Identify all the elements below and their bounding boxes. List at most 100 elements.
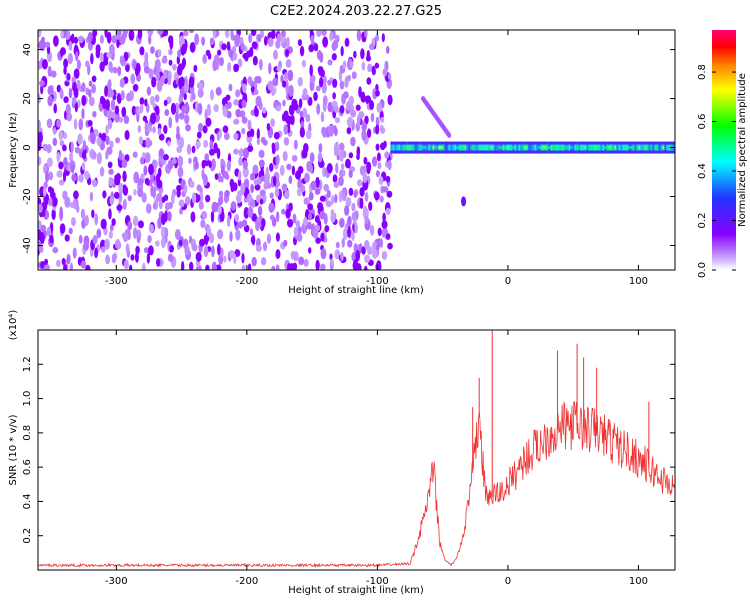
spectrogram-cell xyxy=(108,61,113,73)
spectrogram-cell xyxy=(361,121,367,132)
spectrogram-cell xyxy=(167,253,174,262)
spectrogram-cell xyxy=(91,83,96,94)
spectrogram-cell xyxy=(410,144,413,151)
spectrogram-cell xyxy=(376,102,383,113)
spectrogram-cell xyxy=(73,190,79,200)
spectrogram-cell xyxy=(104,238,110,250)
spectrogram-cell xyxy=(612,146,615,149)
spectrogram-cell xyxy=(172,63,177,71)
spectrogram-cell xyxy=(318,143,323,154)
spectrogram-cell xyxy=(64,196,71,208)
spectrogram-cell xyxy=(238,148,245,157)
spectrogram-cell xyxy=(366,162,371,175)
spectrogram-cell xyxy=(356,179,363,187)
spectrogram-cell xyxy=(500,146,503,149)
spectrogram-cell xyxy=(168,59,173,66)
spectrogram-cell xyxy=(51,208,56,221)
spectrogram-cell xyxy=(116,204,123,211)
spectrogram-cell xyxy=(78,174,84,183)
spectrogram-cell xyxy=(385,45,390,54)
spectrogram-cell xyxy=(163,124,168,134)
spectrogram-cell xyxy=(61,258,66,266)
spectrogram-cell xyxy=(275,264,280,270)
spectrogram-cell xyxy=(260,136,266,144)
spectrogram-cell xyxy=(234,213,240,223)
spectrogram-cell xyxy=(241,127,246,135)
spectrogram-cell xyxy=(322,75,327,85)
spectrogram-cell xyxy=(179,136,185,149)
spectrogram-cell xyxy=(143,247,150,254)
spectrogram-cell xyxy=(82,139,86,151)
spectrogram-cell xyxy=(640,144,643,151)
spectrogram-cell xyxy=(317,152,323,163)
spectrogram-cell xyxy=(524,146,527,149)
spectrogram-cell xyxy=(238,221,244,229)
spectrogram-cell xyxy=(155,258,161,267)
spectrogram-cell xyxy=(512,146,515,149)
spectrogram-cell xyxy=(108,177,115,186)
spectrogram-cell xyxy=(241,99,247,109)
spectrogram-cell xyxy=(114,105,120,115)
spectrogram-cell xyxy=(387,73,392,80)
spectrogram-cell xyxy=(283,124,288,135)
spectrogram-cell xyxy=(160,236,166,249)
spectrogram-cell xyxy=(205,49,211,57)
spectrogram-cell xyxy=(58,130,64,141)
spectrogram-cell xyxy=(375,124,380,135)
spectrogram-cell xyxy=(100,246,106,253)
spectrogram-cell xyxy=(101,132,107,142)
spectrogram-cell xyxy=(70,163,75,174)
spectrogram-cell xyxy=(114,239,121,249)
x-tick-label: -200 xyxy=(236,576,259,587)
spectrogram-cell xyxy=(452,144,455,151)
spectrogram-cell xyxy=(303,216,308,227)
spectrogram-cell xyxy=(234,34,241,45)
spectrogram-cell xyxy=(141,151,146,159)
spectrogram-cell xyxy=(246,193,253,204)
spectrogram-cell xyxy=(536,144,539,151)
spectrogram-cell xyxy=(178,77,183,90)
spectrogram-cell xyxy=(137,30,143,40)
spectrogram-cell xyxy=(243,207,249,219)
spectrogram-cell xyxy=(60,30,64,39)
spectrogram-cell xyxy=(210,210,215,223)
spectrogram-cell xyxy=(335,241,340,249)
spectrogram-cell xyxy=(349,61,354,68)
spectrogram-cell xyxy=(319,51,324,63)
spectrogram-cell xyxy=(359,165,366,176)
spectrogram-cell xyxy=(189,261,194,270)
spectrogram-cell xyxy=(351,230,355,242)
snr-frame xyxy=(37,329,676,571)
spectrogram-cell xyxy=(56,259,61,268)
spectrogram-cell xyxy=(346,116,354,128)
spectrogram-cell xyxy=(350,136,356,147)
spectrogram-cell xyxy=(176,146,183,154)
spectrogram-cell xyxy=(184,81,190,93)
spectrogram-cell xyxy=(315,259,320,270)
spectrogram-cell xyxy=(548,146,551,149)
figure-title: C2E2.2024.203.22.27.G25 xyxy=(270,4,442,19)
colorbar-tick-label: 0.2 xyxy=(697,213,708,229)
spectrogram-cell xyxy=(131,105,137,116)
spectrogram-cell xyxy=(66,253,71,265)
spectrogram-cell xyxy=(367,63,372,73)
spectrogram-cell xyxy=(342,189,347,202)
spectrogram-cell xyxy=(174,228,181,240)
spectrogram-cell xyxy=(302,88,308,98)
spectrogram-cell xyxy=(322,129,327,136)
spectrogram-cell xyxy=(325,200,332,208)
spectrogram-cell xyxy=(258,159,265,168)
spectrogram-cell xyxy=(191,145,196,154)
spectrogram-cell xyxy=(379,195,384,203)
spectrogram-cell xyxy=(345,100,352,111)
spectrogram-cell xyxy=(359,243,363,254)
spectrogram-cell xyxy=(544,146,547,149)
spectrogram-cell xyxy=(246,130,252,138)
spectrogram-cell xyxy=(309,152,315,163)
spectrogram-cell xyxy=(176,55,181,65)
spectrogram-cell xyxy=(320,232,325,242)
spectrogram-cell xyxy=(185,195,191,206)
spectrogram-cell xyxy=(150,46,155,54)
spectrogram-cell xyxy=(205,194,211,203)
spectrogram-cell xyxy=(299,110,304,117)
